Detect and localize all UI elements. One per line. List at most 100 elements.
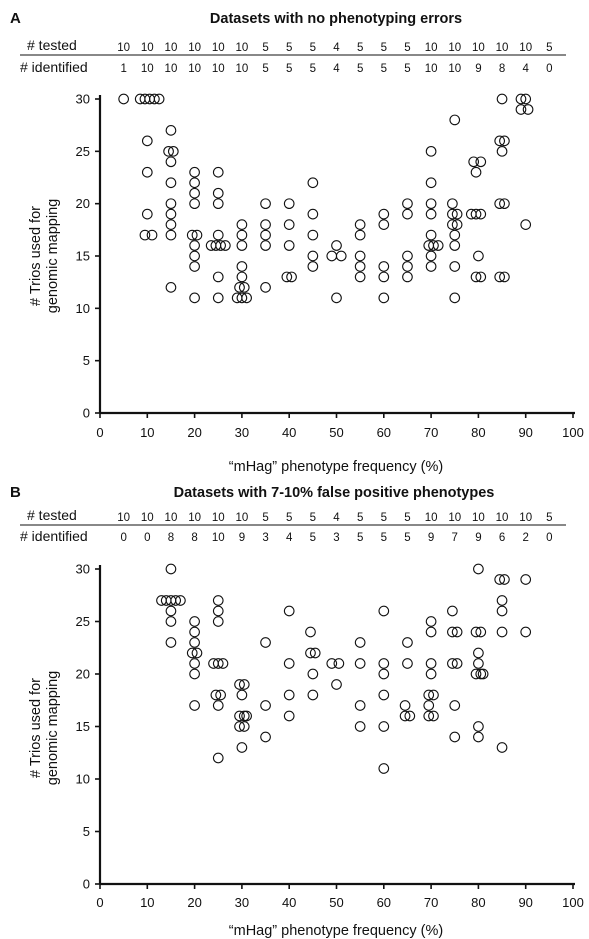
x-tick-label: 10: [140, 425, 154, 440]
data-point: [378, 271, 390, 283]
data-point: [428, 710, 439, 722]
data-point: [428, 240, 439, 251]
data-point: [241, 292, 252, 304]
x-tick-label: 70: [424, 895, 438, 910]
data-point: [404, 710, 416, 722]
y-tick-label: 30: [76, 562, 90, 577]
panel-b: B Datasets with 7-10% false positive phe…: [10, 484, 584, 939]
x-tick-label: 0: [96, 425, 103, 440]
data-point: [447, 658, 458, 669]
identified-count: 5: [404, 63, 410, 75]
data-point: [260, 219, 271, 230]
data-point: [499, 135, 510, 147]
data-point: [520, 219, 532, 230]
data-point: [212, 752, 224, 764]
data-point: [212, 198, 224, 210]
data-point: [307, 177, 319, 189]
data-point: [499, 271, 510, 283]
data-point: [494, 271, 506, 283]
data-point: [212, 658, 224, 669]
identified-count: 1: [120, 63, 126, 75]
y-tick-label: 20: [76, 667, 90, 682]
data-point: [165, 219, 177, 230]
data-point: [191, 229, 203, 241]
identified-count: 5: [286, 63, 292, 75]
data-point: [234, 710, 245, 722]
identified-count: 6: [499, 532, 505, 544]
identified-count: 5: [404, 532, 410, 544]
data-point: [423, 710, 435, 722]
data-point: [189, 177, 200, 189]
data-point: [496, 605, 508, 617]
tested-count: 5: [286, 42, 292, 54]
tested-count: 4: [333, 512, 340, 524]
data-point: [425, 658, 437, 669]
data-point: [283, 240, 295, 251]
data-point: [281, 271, 293, 283]
x-tick-label: 100: [562, 895, 584, 910]
x-tick-label: 40: [282, 895, 296, 910]
data-point: [236, 742, 248, 753]
data-point: [307, 208, 319, 220]
data-point: [402, 250, 413, 262]
data-point: [189, 250, 200, 262]
identified-count: 3: [262, 532, 268, 544]
identified-count: 5: [381, 63, 387, 75]
data-point: [475, 156, 487, 168]
data-point: [165, 605, 177, 617]
tested-count: 10: [141, 512, 154, 524]
data-point: [447, 198, 458, 210]
data-point: [520, 626, 532, 638]
data-point: [309, 647, 321, 659]
tested-count: 5: [546, 512, 552, 524]
identified-count: 4: [333, 63, 340, 75]
x-tick-label: 100: [562, 425, 584, 440]
identified-count: 5: [310, 532, 316, 544]
data-point: [153, 93, 165, 105]
data-point: [470, 166, 482, 178]
y-axis-label-line2: genomic mapping: [45, 199, 61, 313]
tested-count: 10: [117, 42, 130, 54]
panel-letter: B: [10, 484, 21, 501]
data-point: [191, 647, 203, 659]
data-point: [378, 292, 390, 304]
data-point: [189, 166, 200, 178]
data-point: [260, 637, 271, 648]
x-tick-label: 30: [235, 895, 249, 910]
tested-count: 10: [188, 42, 201, 54]
data-point: [475, 626, 487, 638]
x-axis-label: “mHag” phenotype frequency (%): [229, 459, 443, 475]
data-point: [402, 658, 413, 669]
data-point: [470, 208, 482, 220]
data-point: [189, 668, 200, 680]
data-point: [189, 187, 200, 199]
data-point: [165, 156, 177, 168]
data-point: [378, 219, 390, 230]
data-point: [378, 605, 390, 617]
data-point: [354, 229, 366, 241]
data-point: [399, 710, 411, 722]
identified-row-label: # identified: [20, 528, 88, 544]
identified-count: 8: [168, 532, 174, 544]
x-tick-label: 40: [282, 425, 296, 440]
data-point: [475, 668, 487, 680]
data-points: [156, 563, 532, 774]
identified-count: 4: [522, 63, 529, 75]
data-point: [354, 271, 366, 283]
y-tick-label: 0: [83, 406, 90, 421]
data-point: [165, 229, 177, 241]
data-point: [165, 563, 177, 575]
data-point: [260, 731, 271, 743]
data-point: [473, 563, 484, 575]
identified-count: 7: [452, 532, 458, 544]
data-point: [305, 647, 316, 659]
tested-count: 5: [262, 42, 268, 54]
data-point: [236, 219, 248, 230]
data-point: [260, 282, 271, 293]
data-point: [425, 208, 437, 220]
data-point: [378, 763, 390, 774]
data-point: [432, 240, 444, 251]
data-point: [378, 658, 390, 669]
data-point: [165, 177, 177, 189]
x-tick-label: 10: [140, 895, 154, 910]
